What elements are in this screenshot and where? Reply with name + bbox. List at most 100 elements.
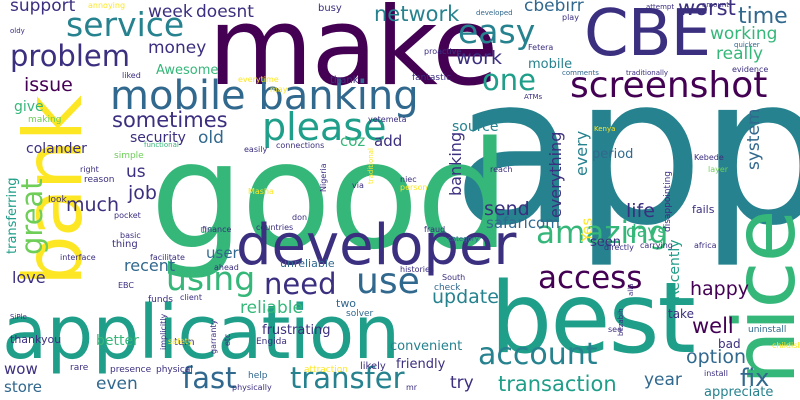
word-mr: mr <box>406 383 418 392</box>
word-us: us <box>126 162 146 182</box>
word-amount: amount <box>702 1 730 9</box>
word-rare: rare <box>70 363 89 373</box>
word-traditional: traditional <box>367 148 375 184</box>
word-proactive: proactive <box>424 47 462 56</box>
word-niec: niec <box>400 175 417 184</box>
word-screenshot: screenshot <box>570 65 768 106</box>
word-likely: likely <box>360 361 386 372</box>
word-safaricom: safaricom <box>486 214 560 232</box>
word-coz: coz <box>340 132 366 150</box>
word-alla: alla <box>627 283 635 296</box>
word-right: right <box>80 165 99 174</box>
word-issue: issue <box>24 74 73 96</box>
word-work: work <box>456 47 502 69</box>
word-install: install <box>704 369 728 378</box>
word-Engida: Engida <box>256 337 287 347</box>
word-service: service <box>66 5 185 44</box>
word-developer: developer <box>236 213 517 278</box>
word-working: working <box>710 24 778 44</box>
word-everything: everything <box>546 131 565 218</box>
word-ATMs: ATMs <box>524 93 543 101</box>
word-SiPle: SiPle <box>10 313 27 321</box>
word-South: South <box>442 273 466 282</box>
word-simple: simple <box>114 151 144 161</box>
word-Yes: Yes <box>578 217 596 242</box>
word-reach: reach <box>490 165 513 174</box>
word-comments: comments <box>562 69 599 77</box>
word-solver: solver <box>346 309 374 319</box>
word-reliable: reliable <box>240 298 303 318</box>
word-network: network <box>374 2 460 26</box>
word-well: well <box>692 314 734 338</box>
word-uninstall: uninstall <box>748 325 787 335</box>
word-may: may <box>270 85 288 94</box>
word-pocket: pocket <box>114 211 141 220</box>
word-attraction: attraction <box>304 365 348 375</box>
word-sometimes: sometimes <box>112 108 228 132</box>
word-fantastic: fantastic <box>412 73 452 83</box>
word-wow: wow <box>4 360 38 378</box>
word-colander: colander <box>26 141 87 157</box>
word-every: every <box>572 130 591 176</box>
word-look: look <box>48 195 67 205</box>
word-play: play <box>562 13 579 22</box>
word-fast: fast <box>182 361 237 395</box>
word-doesnt: doesnt <box>196 2 254 22</box>
word-person: person <box>400 183 428 192</box>
word-functional: functional <box>144 141 179 149</box>
word-app: app <box>452 33 800 271</box>
word-life: life <box>626 200 655 222</box>
word-presence: presence <box>110 365 152 375</box>
word-problem: problem <box>10 39 130 73</box>
word-physical: physical <box>156 365 193 375</box>
word-transferring: transferring <box>5 177 20 254</box>
word-please: please <box>262 105 387 149</box>
word-send: send <box>484 198 530 220</box>
word-support: support <box>10 0 76 16</box>
word-application: application <box>2 290 400 376</box>
word-evidence: evidence <box>732 65 769 74</box>
word-histories: histories <box>400 265 435 274</box>
word-bezabih: bezabih <box>617 308 625 336</box>
word-directly: directly <box>604 243 634 252</box>
word-EBC: EBC <box>118 281 134 290</box>
word-happy: happy <box>690 278 750 300</box>
word-Kenya: Kenya <box>594 125 616 133</box>
word-good: good <box>150 110 510 282</box>
word-better: better <box>96 333 139 349</box>
word-reason: reason <box>84 175 115 185</box>
word-yetemeta: yetemeta <box>368 115 407 124</box>
word-quicker: quicker <box>734 41 760 49</box>
word-via: via <box>352 181 364 190</box>
word-busy: busy <box>318 3 342 14</box>
word-days: days <box>626 222 667 242</box>
word-developed: developed <box>476 9 513 17</box>
word-easy: easy <box>458 12 536 51</box>
word-ahead: ahead <box>214 263 239 272</box>
word-mobile-banking: mobile banking <box>110 73 419 119</box>
word-basic: basic <box>120 231 141 240</box>
word-Awesome: Awesome <box>156 63 219 78</box>
word-mobile: mobile <box>528 57 573 72</box>
word-facilitate: facilitate <box>150 253 185 262</box>
word-fails: fails <box>692 203 715 216</box>
word-fix: fix <box>740 364 770 392</box>
word-much: much <box>66 194 120 216</box>
word-great: great <box>15 178 49 255</box>
word-everytime: everytime <box>238 75 279 84</box>
word-year: year <box>644 370 682 390</box>
word-week: week <box>148 2 193 22</box>
word-user: user <box>206 244 239 262</box>
word-traditionally: traditionally <box>626 69 669 77</box>
word-option: option <box>686 346 747 368</box>
word-amazing: amazing <box>536 215 669 251</box>
word-safety: safety <box>168 337 193 346</box>
word-don: don <box>292 213 308 222</box>
word-interface: interface <box>60 253 96 262</box>
word-Fetera: Fetera <box>528 43 554 52</box>
word-even: even <box>96 374 138 394</box>
word-see: see <box>608 325 623 334</box>
word-liked: liked <box>122 71 141 80</box>
word-access: access <box>538 260 643 296</box>
word-give: give <box>14 99 44 115</box>
